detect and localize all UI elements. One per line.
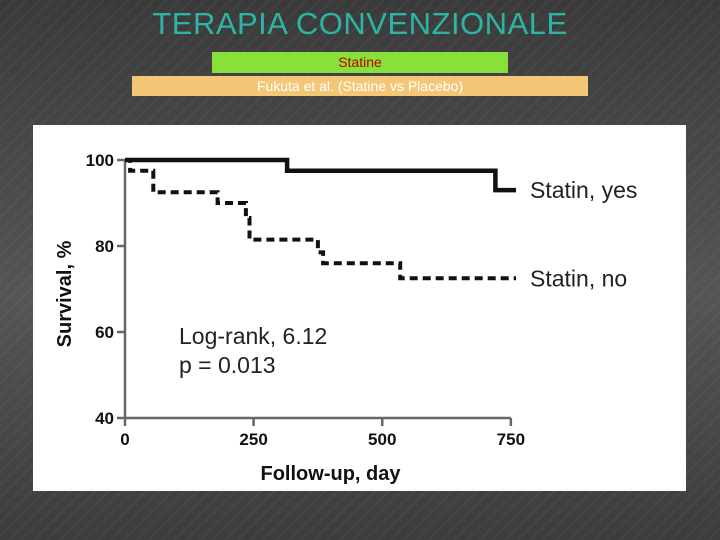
x-tick-label: 0 [120,430,129,449]
log-rank-annotation: Log-rank, 6.12 [179,323,327,349]
y-tick-label: 80 [95,237,114,256]
chart-series [125,157,516,281]
y-tick-label: 60 [95,323,114,342]
y-tick-label: 100 [86,151,114,170]
x-tick-label: 750 [497,430,525,449]
p-value-annotation: p = 0.013 [179,352,276,378]
chart-labels: Follow-up, day Survival, % Statin, yes Stat… [54,177,637,485]
survival-chart: 40 60 80 100 0 250 500 750 Follow-up, day Surviv… [54,151,637,485]
series-line-statin-yes [125,157,516,193]
series-label-statin-no: Statin, no [530,265,627,291]
y-axis-title: Survival, % [54,240,76,347]
survival-chart-panel: 40 60 80 100 0 250 500 750 Follow-up, day Surviv… [33,125,686,491]
chart-axes: 40 60 80 100 0 250 500 750 [86,151,525,449]
series-line-statin-no [125,158,516,281]
slide-title: TERAPIA CONVENZIONALE [152,6,568,41]
series-label-statin-yes: Statin, yes [530,177,637,203]
x-axis-title: Follow-up, day [261,463,402,485]
statine-banner: Statine [212,52,508,73]
study-banner: Fukuta et al. (Statine vs Placebo) [132,76,588,96]
y-tick-label: 40 [95,409,114,428]
x-tick-label: 500 [368,430,396,449]
x-tick-label: 250 [239,430,267,449]
